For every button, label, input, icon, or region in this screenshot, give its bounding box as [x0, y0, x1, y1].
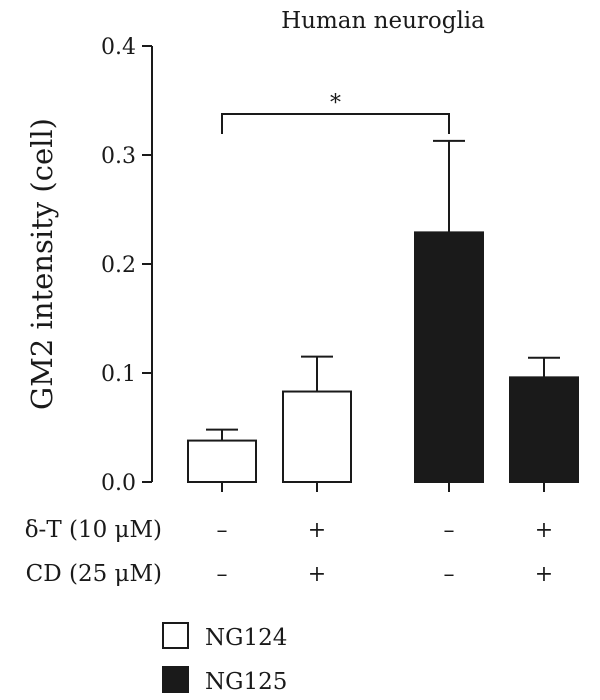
bars: [187, 231, 579, 483]
y-axis-label: GM2 intensity (cell): [25, 118, 59, 410]
error-bars: [206, 139, 560, 441]
y-tick-label: 0.1: [101, 362, 136, 387]
legend: NG124 NG125: [162, 622, 287, 695]
significance-line: [221, 113, 450, 134]
y-tick-label: 0.0: [101, 471, 136, 496]
y-tick-label: 0.4: [101, 35, 136, 60]
y-axis-ticks: 0.0 0.1 0.2 0.3 0.4: [101, 35, 152, 496]
y-tick-label: 0.2: [101, 253, 136, 278]
cd-sign: +: [535, 562, 553, 587]
legend-swatch: [162, 622, 189, 649]
legend-label: NG124: [205, 625, 287, 651]
legend-label: NG125: [205, 669, 287, 695]
bar: [414, 231, 484, 483]
bar: [187, 439, 257, 483]
condition-label: δ-T (10 μM): [25, 517, 162, 543]
significance-bracket: *: [221, 91, 450, 134]
y-tick-label: 0.3: [101, 144, 136, 169]
bar: [509, 376, 579, 483]
cd-sign: –: [444, 562, 455, 587]
condition-label: CD (25 μM): [26, 561, 162, 587]
cd-sign: +: [308, 562, 326, 587]
delta-t-sign: –: [444, 518, 455, 543]
bar: [282, 390, 352, 483]
legend-swatch: [162, 666, 189, 693]
delta-t-sign: +: [308, 518, 326, 543]
condition-table: – – + + – – + + δ-T (10 μM) CD (25 μM): [25, 517, 554, 587]
significance-star: *: [330, 91, 341, 116]
x-axis-ticks: [221, 482, 545, 492]
delta-t-sign: +: [535, 518, 553, 543]
delta-t-sign: –: [217, 518, 228, 543]
cd-sign: –: [217, 562, 228, 587]
chart-title: Human neuroglia: [281, 8, 485, 34]
